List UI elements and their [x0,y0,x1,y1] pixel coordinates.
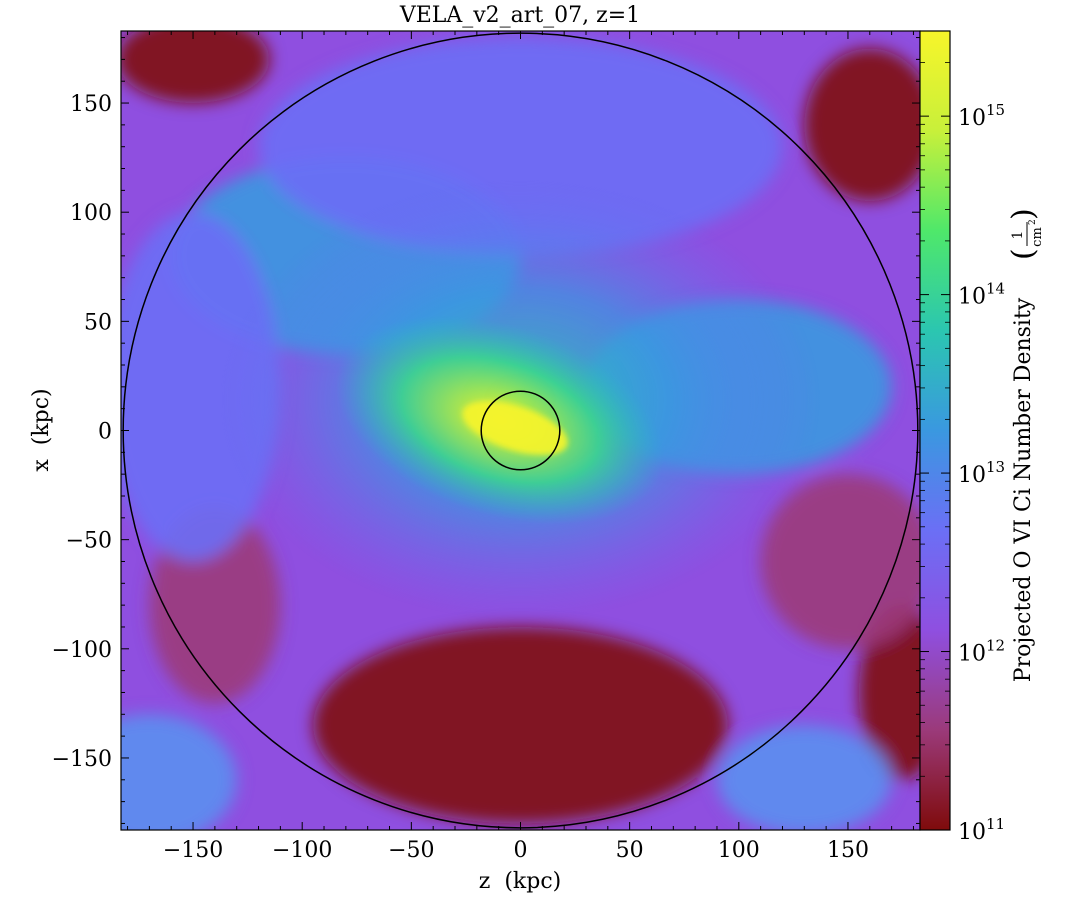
x-tick-label: 100 [718,838,760,863]
colorbar-unit-denominator: cm [1030,227,1045,247]
colorbar-tick-label: 1012 [958,637,1005,667]
y-tick-label: −50 [66,529,112,554]
colorbar-unit-numerator: 1 [1010,231,1026,240]
x-tick-label: −100 [272,838,332,863]
axis-ticks [121,31,920,830]
axis-tick-labels: −150 −100 −50 0 50 100 150 −150 −100 −50 0 50 100 150 [52,92,869,863]
colorbar-tick-label: 1015 [958,101,1005,131]
colorbar-label: Projected O VI Ci Number Density ( 1 cm … [1006,208,1045,682]
x-tick-label: −50 [388,838,434,863]
y-tick-label: −100 [52,638,112,663]
colorbar-tick-label: 1011 [958,815,1005,845]
x-tick-label: 150 [827,838,869,863]
colorbar-ticks: 1011 1012 1013 1014 1015 [920,30,1005,845]
y-tick-label: 100 [70,201,112,226]
colorbar-tick-label: 1014 [958,280,1005,310]
colorbar-unit-paren-close: ) [1006,208,1041,220]
y-tick-label: −150 [52,747,112,772]
colorbar-unit-exponent: 2 [1028,219,1038,225]
heatmap-image [121,31,920,830]
x-axis-label: z (kpc) [479,869,561,894]
y-axis-label: x (kpc) [29,388,54,471]
colorbar-unit-paren-open: ( [1006,248,1041,260]
x-tick-label: −150 [163,838,223,863]
chart-title: VELA_v2_art_07, z=1 [399,3,640,28]
colorbar [919,30,951,831]
inner-galaxy-circle [480,390,561,471]
y-tick-label: 0 [98,420,112,445]
colorbar-label-text: Projected O VI Ci Number Density [1011,297,1036,682]
x-tick-label: 0 [514,838,528,863]
y-tick-label: 150 [70,92,112,117]
y-tick-label: 50 [84,310,112,335]
x-tick-label: 50 [616,838,644,863]
colorbar-tick-label: 1013 [958,458,1005,488]
